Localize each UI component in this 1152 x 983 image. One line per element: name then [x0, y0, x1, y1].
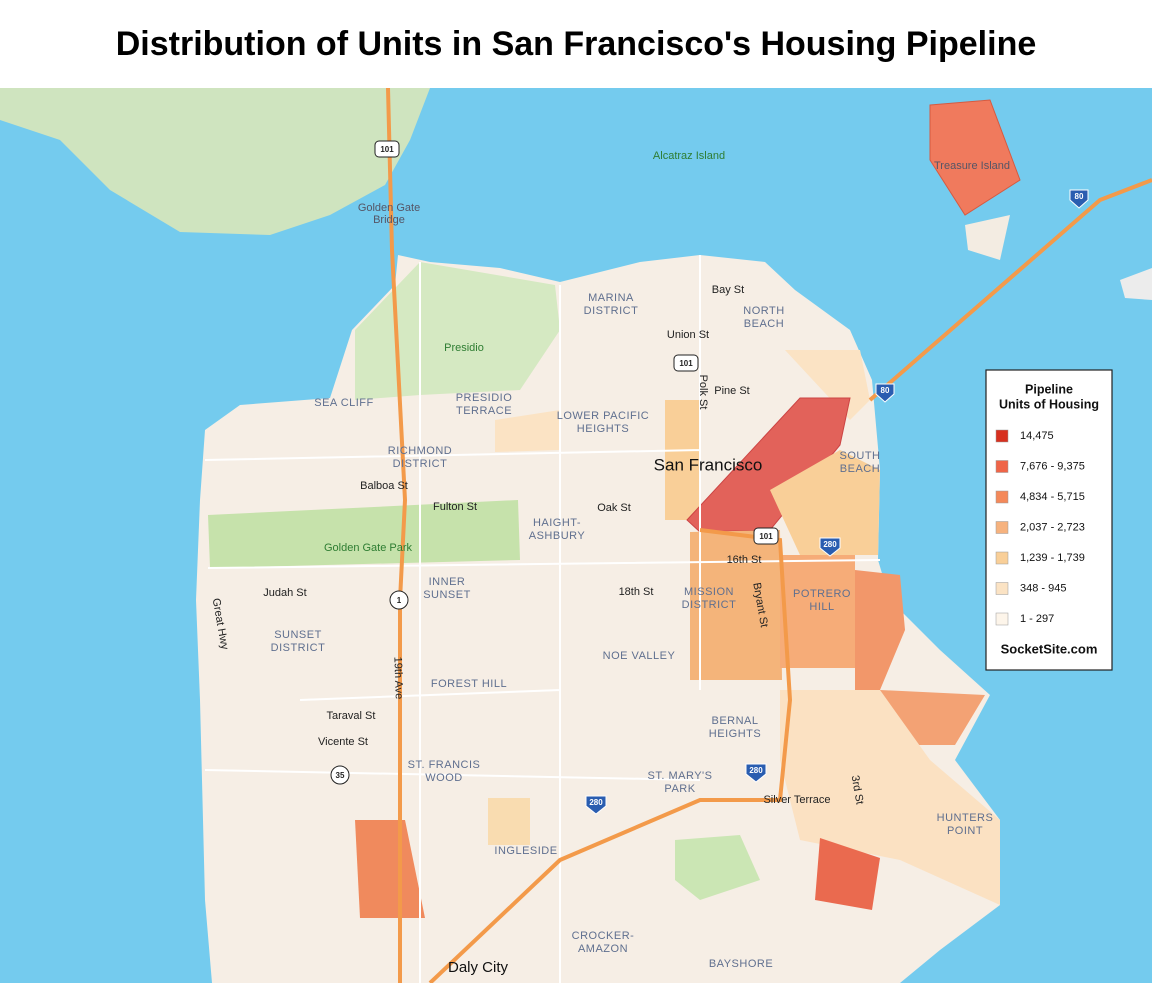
neighborhood-label: BAYSHORE	[709, 958, 773, 970]
neighborhood-label: HEIGHTS	[709, 728, 761, 740]
neighborhood-label: TERRACE	[456, 405, 512, 417]
legend-swatch	[995, 460, 1009, 473]
street-label: 16th St	[727, 554, 762, 566]
neighborhood-label: BERNAL	[711, 715, 758, 727]
highway-shield: 280	[749, 766, 763, 775]
highway-shield: 101	[380, 145, 394, 154]
neighborhood-label: DISTRICT	[393, 458, 448, 470]
street-label: Vicente St	[318, 736, 368, 748]
legend-swatch	[995, 429, 1009, 443]
page-title: Distribution of Units in San Francisco's…	[116, 25, 1037, 63]
neighborhood-label: DISTRICT	[584, 305, 639, 317]
neighborhood-label: POINT	[947, 825, 983, 837]
neighborhood-label: WOOD	[425, 772, 462, 784]
legend-label: 7,676 - 9,375	[1020, 460, 1085, 472]
street-label: 18th St	[619, 586, 654, 598]
neighborhood-label: BEACH	[744, 318, 784, 330]
highway-shield: 1	[397, 596, 402, 605]
legend-label: 1,239 - 1,739	[1020, 552, 1085, 564]
neighborhood-label: ST. FRANCIS	[408, 759, 481, 771]
neighborhood-label: ASHBURY	[529, 530, 586, 542]
neighborhood-label: HUNTERS	[937, 812, 994, 824]
neighborhood-label: CROCKER-	[572, 930, 635, 942]
city-label: Daly City	[448, 959, 509, 976]
legend-label: 1 - 297	[1020, 613, 1054, 625]
neighborhood-label: ST. MARY'S	[648, 770, 713, 782]
legend-swatch	[995, 612, 1009, 626]
highway-shield: 35	[336, 771, 345, 780]
legend-label: 4,834 - 5,715	[1020, 491, 1085, 503]
legend-swatch	[995, 490, 1009, 504]
highway-shield: 80	[1075, 192, 1084, 201]
legend-source: SocketSite.com	[1001, 641, 1098, 656]
neighborhood-label: HILL	[809, 601, 834, 613]
place-label: Golden Gate	[358, 202, 420, 214]
street-label: Oak St	[597, 502, 631, 514]
legend-swatch	[995, 521, 1009, 534]
legend-title: Units of Housing	[999, 397, 1099, 411]
highway-shield: 101	[679, 359, 693, 368]
highway-shield: 80	[881, 386, 890, 395]
neighborhood-label: SUNSET	[423, 589, 471, 601]
map-labels: MARINA DISTRICT NORTH BEACH PRESIDIO TER…	[210, 150, 1010, 976]
neighborhood-label: INGLESIDE	[494, 845, 557, 857]
neighborhood-label: PARK	[664, 783, 695, 795]
neighborhood-label: SUNSET	[274, 629, 322, 641]
neighborhood-label: INNER	[429, 576, 466, 588]
highway-shield: 280	[589, 798, 603, 807]
neighborhood-label: SOUTH	[840, 450, 881, 462]
place-label: Presidio	[444, 342, 484, 354]
city-label: San Francisco	[654, 455, 763, 474]
highway-shield: 101	[759, 532, 773, 541]
place-label: Treasure Island	[934, 160, 1010, 172]
neighborhood-label: PRESIDIO	[456, 392, 513, 404]
neighborhood-label: HEIGHTS	[577, 423, 629, 435]
legend-title: Pipeline	[1025, 382, 1073, 396]
legend-swatch	[995, 582, 1009, 595]
neighborhood-label: HAIGHT-	[533, 517, 581, 529]
legend-label: 14,475	[1020, 430, 1054, 442]
neighborhood-label: AMAZON	[578, 943, 628, 955]
roads	[204, 87, 1152, 983]
legend-swatch	[995, 551, 1009, 565]
street-label: Polk St	[697, 375, 709, 410]
neighborhood-label: DISTRICT	[682, 599, 737, 611]
street-label: Silver Terrace	[763, 794, 830, 806]
street-label: Taraval St	[327, 710, 376, 722]
legend: Pipeline Units of Housing SocketSite.com…	[985, 369, 1113, 671]
street-label: Pine St	[714, 385, 749, 397]
legend-label: 2,037 - 2,723	[1020, 521, 1085, 533]
neighborhood-label: MISSION	[684, 586, 734, 598]
street-label: 3rd St	[849, 774, 866, 805]
neighborhood-label: RICHMOND	[388, 445, 453, 457]
neighborhood-label: LOWER PACIFIC	[557, 410, 649, 422]
street-label: Union St	[667, 329, 709, 341]
highway-shield: 280	[823, 540, 837, 549]
place-label: Bridge	[373, 214, 405, 226]
neighborhood-label: BEACH	[840, 463, 880, 475]
place-label: Golden Gate Park	[324, 542, 413, 554]
street-label: Bay St	[712, 284, 744, 296]
neighborhood-label: SEA CLIFF	[314, 397, 374, 409]
neighborhood-label: DISTRICT	[271, 642, 326, 654]
street-label: 19th Ave	[391, 656, 404, 699]
shields: 101 101 101 1 35 80 80 280 280 280	[330, 140, 1089, 815]
neighborhood-label: NOE VALLEY	[603, 650, 676, 662]
legend-label: 348 - 945	[1020, 582, 1066, 594]
place-label: Alcatraz Island	[653, 150, 725, 162]
neighborhood-label: MARINA	[588, 292, 634, 304]
neighborhood-label: POTRERO	[793, 588, 851, 600]
neighborhood-label: FOREST HILL	[431, 678, 507, 690]
street-label: Fulton St	[433, 501, 477, 513]
choropleth	[355, 350, 1000, 918]
street-label: Judah St	[263, 587, 306, 599]
neighborhood-label: NORTH	[743, 305, 784, 317]
street-label: Balboa St	[360, 480, 408, 492]
